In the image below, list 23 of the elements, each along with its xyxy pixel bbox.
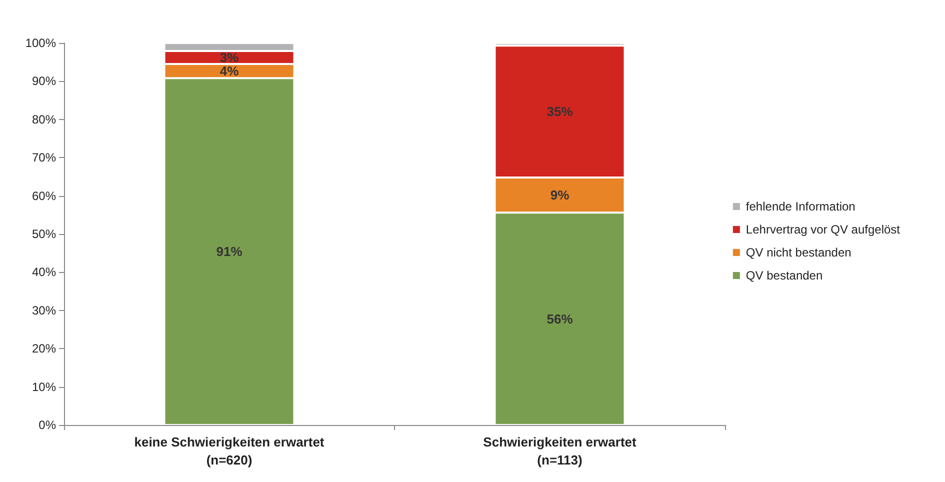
y-tick-label: 30% (32, 303, 56, 318)
x-tick-label: keine Schwierigkeiten erwartet (n=620) (134, 434, 325, 468)
y-tick-label: 90% (32, 74, 56, 88)
y-tick-label: 100% (25, 36, 56, 50)
legend-label: QV nicht bestanden (746, 246, 852, 260)
y-tick-label: 40% (32, 265, 56, 280)
y-tick-label: 0% (38, 418, 56, 432)
data-label: 4% (220, 64, 240, 79)
y-tick-label: 20% (32, 342, 56, 356)
data-label: 56% (546, 311, 574, 326)
y-tick-label: 60% (32, 188, 56, 203)
legend-label: QV bestanden (746, 268, 823, 282)
y-tick-label: 80% (32, 112, 56, 126)
legend-label: Lehrvertrag vor QV aufgelöst (746, 222, 901, 236)
y-tick-label: 10% (32, 380, 56, 394)
legend-label: fehlende Information (746, 200, 856, 214)
y-tick-label: 50% (32, 227, 56, 241)
data-label: 3% (220, 50, 240, 66)
data-label: 35% (546, 104, 574, 120)
data-label: 91% (216, 244, 243, 260)
data-label: 9% (550, 188, 570, 203)
y-tick-label: 70% (32, 150, 56, 165)
x-tick-label: Schwierigkeiten erwartet (n=113) (483, 434, 638, 468)
